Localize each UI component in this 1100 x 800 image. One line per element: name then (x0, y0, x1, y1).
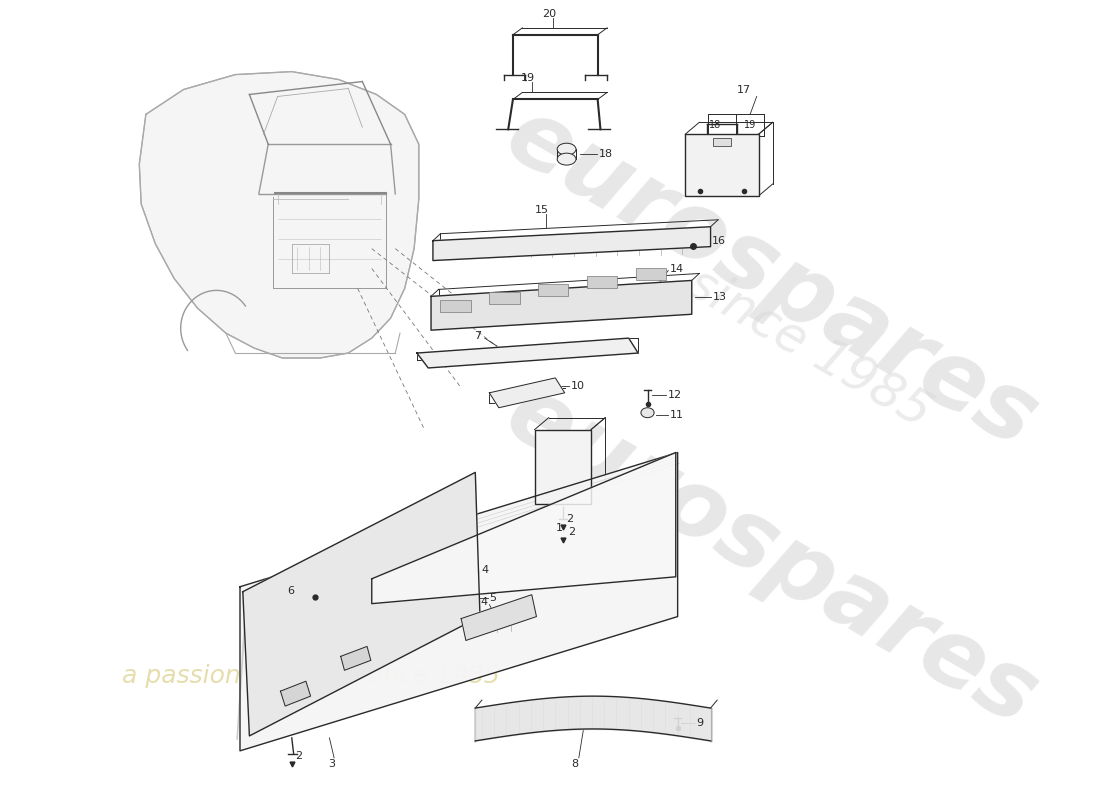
Text: 15: 15 (535, 205, 549, 215)
Text: 11: 11 (670, 410, 684, 420)
Text: 12: 12 (668, 390, 682, 400)
Text: 9: 9 (696, 718, 704, 728)
Bar (587, 276, 617, 288)
Text: 8: 8 (572, 758, 579, 769)
Text: eurospares: eurospares (490, 90, 1054, 468)
Polygon shape (341, 646, 371, 670)
Text: 2: 2 (569, 527, 575, 537)
Text: 1: 1 (556, 523, 562, 533)
Ellipse shape (558, 153, 576, 165)
Polygon shape (490, 378, 564, 408)
Text: eurospares: eurospares (490, 368, 1054, 746)
Polygon shape (433, 226, 711, 261)
Text: 19: 19 (744, 120, 756, 130)
Text: 4: 4 (481, 597, 487, 606)
Polygon shape (240, 453, 678, 751)
Text: 16: 16 (712, 236, 726, 246)
Bar (713, 138, 730, 146)
Text: 18: 18 (598, 149, 613, 159)
Text: 18: 18 (710, 120, 722, 130)
Text: 19: 19 (521, 73, 535, 82)
Text: 4: 4 (482, 565, 490, 575)
Bar (636, 268, 667, 280)
Text: 20: 20 (542, 9, 557, 19)
Ellipse shape (558, 143, 576, 155)
Text: 5: 5 (490, 593, 496, 602)
Text: 2: 2 (566, 514, 574, 524)
Ellipse shape (641, 408, 654, 418)
Bar (535, 430, 591, 504)
Text: 10: 10 (571, 381, 585, 391)
Text: 3: 3 (328, 758, 334, 769)
Text: since 1985: since 1985 (679, 259, 939, 437)
Bar (440, 300, 471, 312)
Text: 6: 6 (287, 586, 295, 596)
Text: 2: 2 (296, 751, 303, 761)
Polygon shape (461, 594, 537, 641)
Text: 7: 7 (474, 331, 481, 341)
Polygon shape (243, 472, 480, 736)
Text: 14: 14 (670, 263, 684, 274)
Polygon shape (372, 453, 675, 604)
Text: a passion for parts since 1985: a passion for parts since 1985 (122, 664, 501, 688)
Text: 13: 13 (713, 292, 726, 302)
Bar (538, 284, 569, 296)
Bar (490, 292, 519, 304)
Bar (685, 134, 759, 196)
Text: 17: 17 (737, 86, 750, 95)
Polygon shape (280, 682, 310, 706)
Polygon shape (140, 72, 419, 358)
Polygon shape (417, 338, 638, 368)
Polygon shape (431, 281, 692, 330)
